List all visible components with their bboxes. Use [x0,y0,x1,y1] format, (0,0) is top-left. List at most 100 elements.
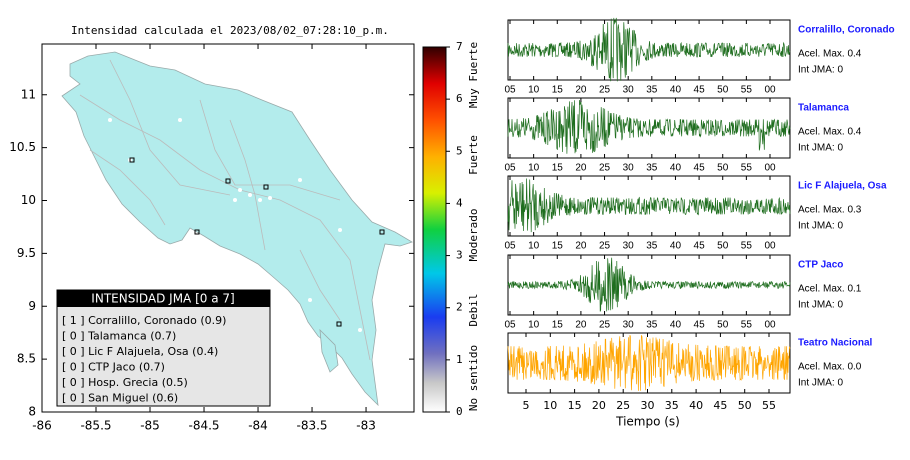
waveform-tick-label: 05 [504,85,516,96]
waveform [507,335,791,391]
waveform-tick-label: 40 [689,399,703,412]
waveform [507,257,791,312]
x-tick-label: -84 [248,419,268,433]
waveform-tick-label: 50 [717,163,729,174]
waveform-tick-label: 25 [599,163,611,174]
waveform-tick-label: 00 [764,85,776,96]
y-tick-label: 8 [28,405,36,419]
waveform-tick-label: 5 [523,399,530,412]
waveform-tick-label: 50 [717,85,729,96]
waveform-tick-label: 45 [694,85,706,96]
colorbar-label: Debil [467,293,480,326]
waveform-tick-label: 20 [575,163,587,174]
station-int: Int JMA: 0 [798,300,843,311]
waveform [507,17,791,82]
waveform-tick-label: 25 [599,85,611,96]
waveform-tick-label: 30 [623,241,635,252]
waveform-tick-label: 55 [741,320,753,331]
waveform [507,99,791,154]
colorbar-tick-label: 2 [456,301,463,314]
legend-header [57,290,270,307]
y-tick-label: 10 [21,193,36,207]
legend-entry: [ 0 ] Hosp. Grecia (0.5) [62,376,188,389]
map-frame [41,43,415,413]
waveform-tick-label: 55 [741,85,753,96]
legend-entry: [ 0 ] San Miguel (0.6) [62,392,178,405]
stations [129,157,385,327]
waveform-tick-label: 05 [504,163,516,174]
waveform-tick-label: 00 [764,320,776,331]
station-name: CTP Jaco [798,260,843,271]
station-name: Teatro Nacional [798,338,872,349]
station-int: Int JMA: 0 [798,65,843,76]
waveform [507,178,791,233]
roads [79,59,371,361]
towns [108,118,362,332]
colorbar-tick-label: 7 [456,40,463,53]
waveform-tick-label: 15 [552,241,564,252]
legend-entry: [ 0 ] Lic F Alajuela, Osa (0.4) [62,345,218,358]
waveform-xlabel: Tiempo (s) [615,415,680,429]
legend-entry: [ 0 ] Talamanca (0.7) [62,330,176,343]
colorbar-tick-label: 1 [456,353,463,366]
waveform-tick-label: 55 [741,241,753,252]
waveform-tick-label: 50 [738,399,752,412]
waveform-tick-label: 10 [528,241,540,252]
waveform-tick-label: 05 [504,320,516,331]
waveform-tick-label: 20 [592,399,606,412]
waveform-tick-label: 20 [575,85,587,96]
y-tick-label: 8.5 [17,352,36,366]
legend-entry: [ 1 ] Corralillo, Coronado (0.9) [62,314,226,327]
colorbar-tick-label: 4 [456,196,463,209]
waveform-tick-label: 40 [670,320,682,331]
y-tick-label: 9.5 [17,246,36,260]
colorbar-label: Muy Fuerte [467,42,480,108]
legend-box [56,289,271,407]
colorbar-tick-label: 6 [456,92,463,105]
station-acel: Acel. Max. 0.3 [798,205,862,216]
station-acel: Acel. Max. 0.4 [798,49,862,60]
waveform-tick-label: 30 [623,163,635,174]
waveform-tick-label: 45 [694,320,706,331]
waveform-tick-label: 15 [568,399,582,412]
waveform-tick-label: 50 [717,320,729,331]
station-name: Lic F Alajuela, Osa [798,181,887,192]
waveform-tick-label: 40 [670,241,682,252]
colorbar-tick-label: 0 [456,405,463,418]
waveform-tick-label: 45 [713,399,727,412]
x-tick-label: -83 [356,419,376,433]
waveform-tick-label: 20 [575,241,587,252]
y-tick-label: 9 [28,299,36,313]
station-name: Talamanca [798,103,849,114]
waveform-tick-label: 35 [646,85,658,96]
waveform-tick-label: 25 [599,320,611,331]
waveform-tick-label: 35 [646,320,658,331]
station-acel: Acel. Max. 0.1 [798,284,862,295]
waveform-tick-label: 25 [616,399,630,412]
waveform-tick-label: 20 [575,320,587,331]
station-acel: Acel. Max. 0.0 [798,362,862,373]
colorbar-tick-label: 5 [456,144,463,157]
waveform-tick-label: 30 [623,320,635,331]
colorbar-label: No sentido [467,345,480,411]
y-tick-label: 10.5 [9,140,36,154]
waveform-tick-label: 15 [552,320,564,331]
colorbar-label: Fuerte [467,135,480,175]
waveform-tick-label: 10 [528,85,540,96]
waveform-tick-label: 50 [717,241,729,252]
x-tick-label: -85.5 [80,419,111,433]
y-tick-label: 11 [21,87,36,101]
waveform-tick-label: 35 [646,241,658,252]
waveform-tick-label: 05 [504,241,516,252]
waveform-tick-label: 55 [741,163,753,174]
station-int: Int JMA: 0 [798,143,843,154]
x-tick-label: -85 [140,419,160,433]
legend-entry: [ 0 ] CTP Jaco (0.7) [62,361,165,374]
waveform-tick-label: 10 [543,399,557,412]
waveform-tick-label: 40 [670,85,682,96]
waveform-tick-label: 30 [641,399,655,412]
waveform-tick-label: 25 [599,241,611,252]
waveform-tick-label: 15 [552,85,564,96]
station-int: Int JMA: 0 [798,221,843,232]
